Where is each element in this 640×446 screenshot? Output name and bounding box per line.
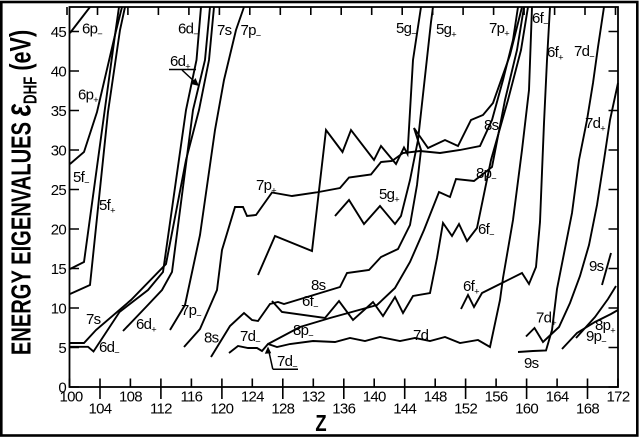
svg-text:25: 25	[51, 182, 67, 199]
svg-text:136: 136	[332, 401, 355, 418]
svg-text:132: 132	[302, 389, 325, 406]
svg-text:20: 20	[51, 221, 67, 238]
svg-text:5: 5	[58, 340, 66, 357]
svg-text:8s: 8s	[484, 117, 499, 134]
svg-text:7s: 7s	[86, 311, 101, 328]
svg-text:8s: 8s	[311, 277, 326, 294]
svg-text:160: 160	[515, 401, 538, 418]
svg-text:100: 100	[60, 389, 83, 406]
svg-text:124: 124	[241, 389, 264, 406]
svg-text:35: 35	[51, 103, 67, 120]
svg-text:168: 168	[576, 401, 599, 418]
svg-text:9s: 9s	[524, 355, 539, 372]
svg-text:152: 152	[454, 401, 477, 418]
svg-text:108: 108	[119, 389, 142, 406]
svg-text:140: 140	[363, 389, 386, 406]
svg-text:Z: Z	[315, 411, 326, 436]
svg-text:116: 116	[180, 389, 202, 406]
svg-text:144: 144	[393, 401, 416, 418]
svg-text:0: 0	[58, 379, 66, 396]
svg-text:7s: 7s	[217, 22, 232, 39]
svg-text:120: 120	[210, 401, 233, 418]
svg-text:112: 112	[150, 401, 172, 418]
svg-text:40: 40	[51, 63, 67, 80]
svg-text:128: 128	[271, 401, 294, 418]
svg-text:164: 164	[546, 389, 569, 406]
svg-text:9s: 9s	[589, 258, 604, 275]
svg-text:10: 10	[51, 300, 67, 317]
svg-text:45: 45	[51, 24, 67, 41]
svg-text:104: 104	[89, 401, 112, 418]
svg-text:172: 172	[607, 389, 630, 406]
svg-text:30: 30	[51, 142, 67, 159]
svg-text:148: 148	[424, 389, 447, 406]
svg-text:8s: 8s	[204, 330, 219, 347]
svg-text:156: 156	[485, 389, 508, 406]
svg-text:15: 15	[51, 261, 67, 278]
